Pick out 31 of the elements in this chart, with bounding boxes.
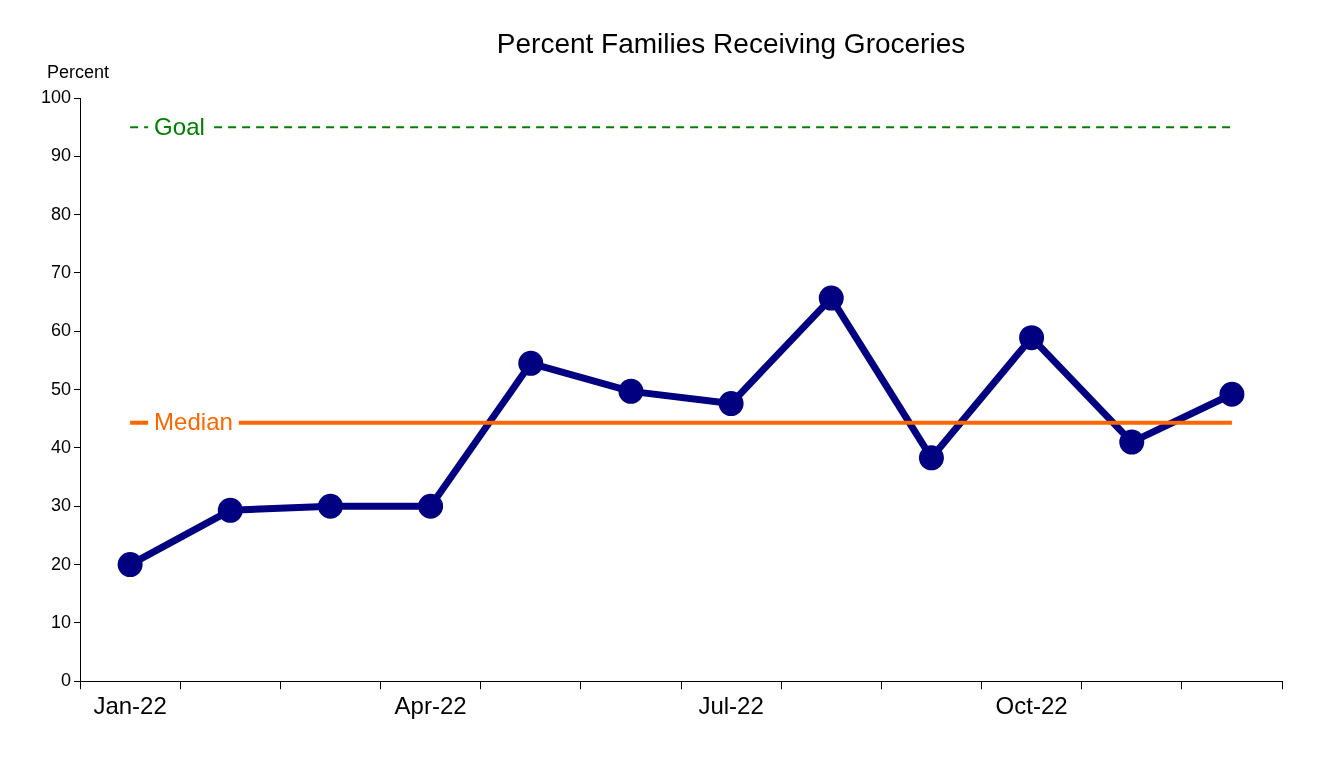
point	[618, 378, 644, 404]
point	[117, 552, 143, 578]
chart-title: Percent Families Receiving Groceries	[496, 27, 966, 59]
point	[418, 493, 444, 519]
ref-line-label: Median	[154, 408, 233, 436]
x-tick-label: Jan-22	[93, 692, 167, 720]
y-tick-label: 10	[51, 611, 72, 632]
x-tick-label: Apr-22	[394, 692, 467, 720]
y-tick-label: 50	[51, 378, 72, 399]
point	[818, 285, 844, 311]
x-tick-label: Jul-22	[698, 692, 764, 720]
y-tick-label: 20	[51, 553, 72, 574]
y-tick-label: 0	[61, 670, 72, 691]
y-tick-label: 80	[51, 203, 72, 224]
point	[217, 497, 243, 523]
x-tick-label: Oct-22	[995, 692, 1068, 720]
point	[1119, 429, 1145, 455]
ref-line-label: Goal	[154, 112, 205, 140]
y-tick-label: 40	[51, 436, 72, 457]
y-tick-label: 30	[51, 495, 72, 516]
y-tick-label: 90	[51, 145, 72, 166]
y-tick-label: 60	[51, 320, 72, 341]
point	[918, 445, 944, 471]
point	[317, 493, 343, 519]
point	[1019, 325, 1045, 351]
point	[718, 391, 744, 417]
y-tick-label: 100	[40, 86, 72, 107]
y-axis-title: Percent	[47, 61, 110, 82]
y-tick-label: 70	[51, 261, 72, 282]
point	[1219, 381, 1245, 407]
point	[518, 350, 544, 376]
